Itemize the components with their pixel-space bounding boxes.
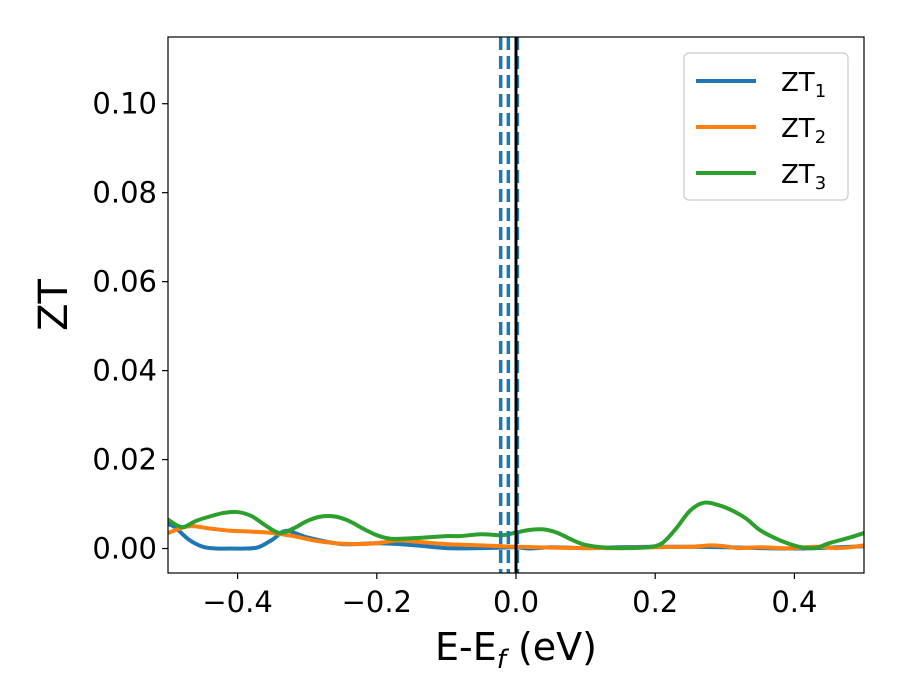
legend-label-main: ZT [781, 160, 815, 190]
x-tick-label: 0.4 [771, 585, 817, 619]
x-axis-ticks: −0.4 −0.2 0.0 0.2 0.4 [202, 573, 817, 619]
legend-label-subscript: 1 [815, 81, 826, 102]
x-tick-label: −0.2 [342, 585, 412, 619]
legend-label-main: ZT [781, 114, 815, 144]
reference-lines [498, 37, 520, 573]
y-tick-label: 0.02 [92, 443, 157, 477]
x-tick-label: 0.2 [632, 585, 678, 619]
legend-label-main: ZT [781, 68, 815, 98]
y-tick-label: 0.04 [92, 354, 157, 388]
x-axis-label-main: E-E [435, 625, 497, 669]
legend-label-3: ZT3 [781, 160, 826, 194]
x-axis-label: E-Ef (eV) [435, 625, 597, 675]
legend-label-subscript: 2 [815, 127, 826, 148]
y-tick-label: 0.10 [92, 87, 157, 121]
legend-box [683, 52, 849, 201]
legend-label-2: ZT2 [781, 114, 826, 148]
y-tick-label: 0.08 [92, 176, 157, 210]
x-tick-label: −0.4 [202, 585, 272, 619]
legend-label-subscript: 3 [815, 173, 826, 194]
legend-label-1: ZT1 [781, 68, 826, 102]
y-tick-label: 0.00 [92, 532, 157, 566]
x-axis-label-unit: (eV) [506, 625, 597, 669]
x-tick-label: 0.0 [493, 585, 539, 619]
y-axis-label: ZT [31, 279, 77, 331]
y-axis-ticks: 0.00 0.02 0.04 0.06 0.08 0.10 [92, 87, 168, 566]
y-tick-label: 0.06 [92, 265, 157, 299]
